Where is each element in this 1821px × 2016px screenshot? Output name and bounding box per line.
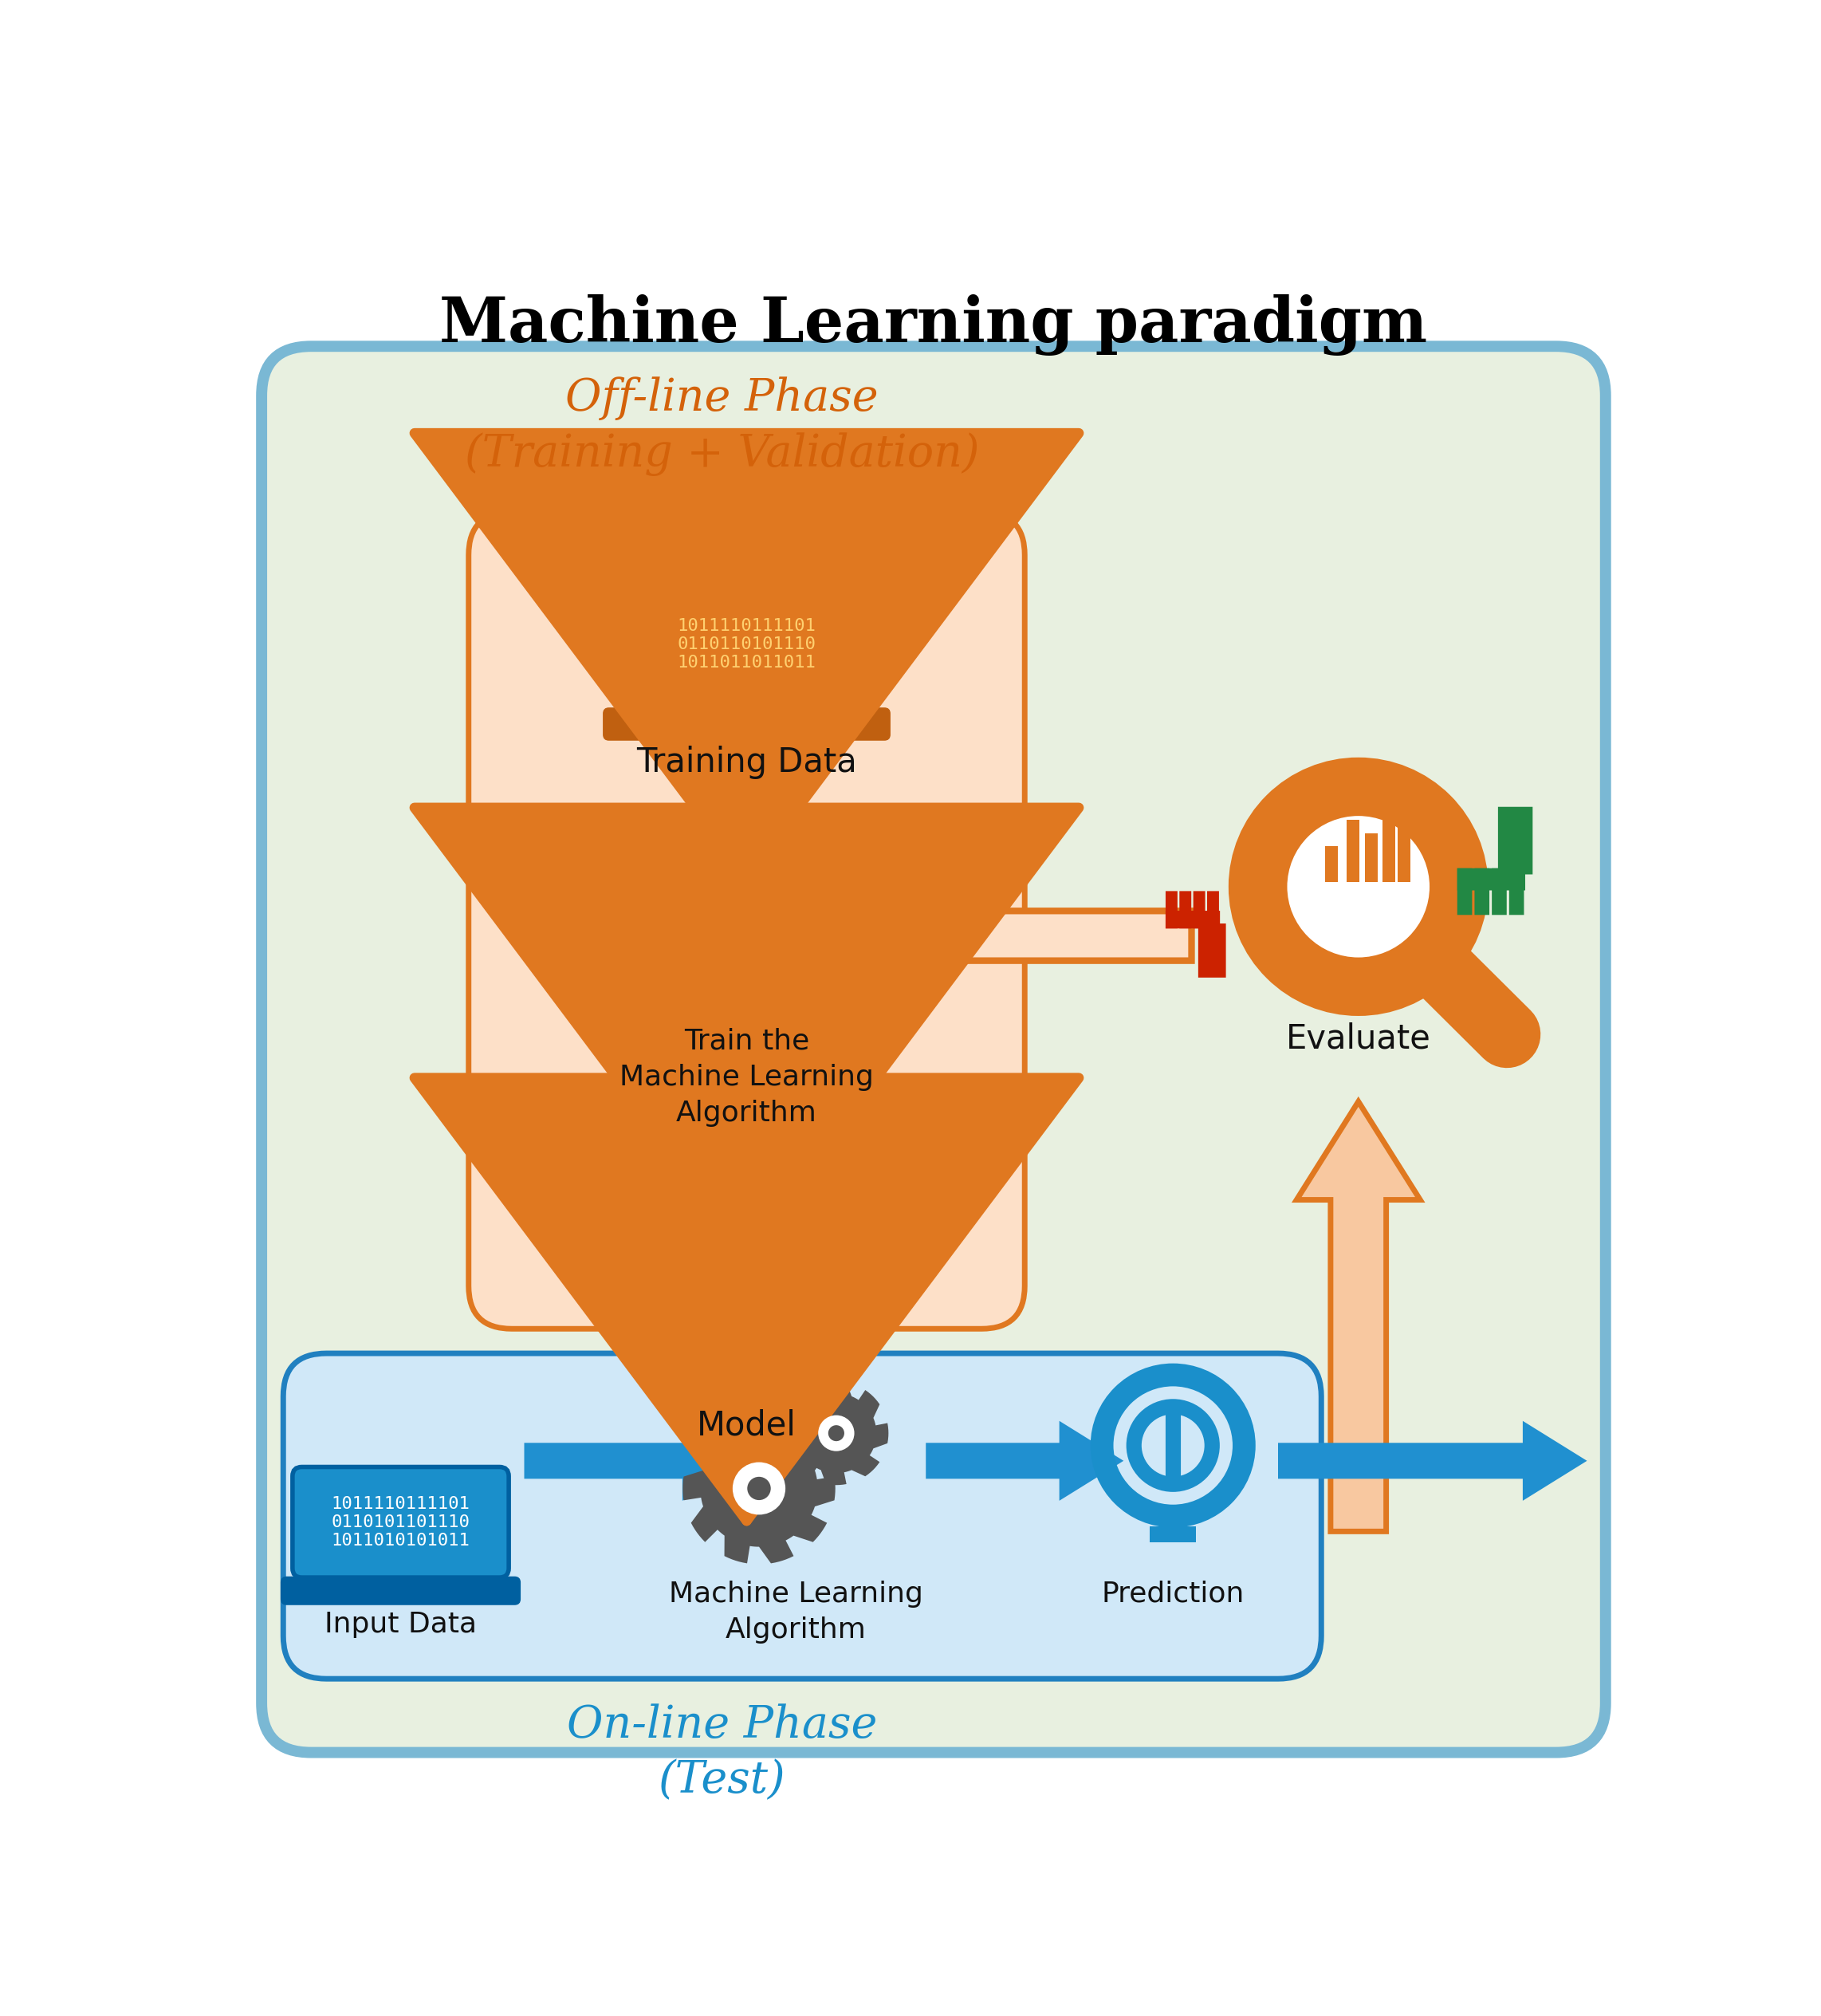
Polygon shape <box>785 1381 889 1486</box>
FancyBboxPatch shape <box>293 1468 508 1577</box>
FancyBboxPatch shape <box>625 587 869 702</box>
Bar <box>1366 833 1378 881</box>
FancyBboxPatch shape <box>1165 891 1178 929</box>
Polygon shape <box>679 1220 869 1268</box>
FancyBboxPatch shape <box>300 1474 501 1570</box>
FancyBboxPatch shape <box>1499 806 1533 875</box>
FancyBboxPatch shape <box>1193 891 1206 929</box>
Circle shape <box>1287 816 1429 958</box>
FancyBboxPatch shape <box>605 708 889 740</box>
FancyBboxPatch shape <box>1165 911 1220 929</box>
Circle shape <box>701 845 750 893</box>
FancyBboxPatch shape <box>284 1353 1322 1679</box>
Bar <box>1382 806 1395 881</box>
Text: Train the
Machine Learning
Algorithm: Train the Machine Learning Algorithm <box>619 1028 874 1127</box>
Polygon shape <box>1278 1421 1586 1500</box>
Polygon shape <box>524 1421 747 1500</box>
Text: Machine Learning
Algorithm: Machine Learning Algorithm <box>668 1581 923 1643</box>
Polygon shape <box>814 1220 869 1403</box>
FancyBboxPatch shape <box>1457 869 1526 891</box>
FancyBboxPatch shape <box>468 512 1025 1329</box>
Polygon shape <box>834 881 1191 992</box>
FancyBboxPatch shape <box>617 581 876 708</box>
Polygon shape <box>679 1268 814 1403</box>
Polygon shape <box>683 1413 836 1562</box>
FancyBboxPatch shape <box>282 1577 519 1605</box>
Text: Prediction: Prediction <box>1102 1581 1244 1607</box>
Bar <box>1346 821 1358 881</box>
FancyBboxPatch shape <box>1180 891 1191 929</box>
Text: Machine Learning paradigm: Machine Learning paradigm <box>439 294 1428 355</box>
FancyBboxPatch shape <box>1198 923 1226 978</box>
FancyBboxPatch shape <box>1491 869 1506 915</box>
Text: Training Data: Training Data <box>636 746 858 778</box>
Text: 1011110111101
0110110101110
1011011011011: 1011110111101 0110110101110 101101101101… <box>677 617 816 671</box>
Text: Off-line Phase
(Training + Validation): Off-line Phase (Training + Validation) <box>464 377 980 476</box>
Text: Model: Model <box>697 1409 796 1441</box>
Polygon shape <box>1297 1101 1420 1532</box>
Text: 1011110111101
0110101101110
1011010101011: 1011110111101 0110101101110 101101010101… <box>331 1496 470 1548</box>
FancyBboxPatch shape <box>1457 869 1471 915</box>
Circle shape <box>732 1462 785 1514</box>
Bar <box>1149 1526 1196 1542</box>
Circle shape <box>829 1425 845 1441</box>
FancyBboxPatch shape <box>1510 869 1524 915</box>
Circle shape <box>818 1415 854 1452</box>
Bar <box>1149 1506 1196 1520</box>
Text: Evaluate: Evaluate <box>1286 1022 1431 1054</box>
Text: Input Data: Input Data <box>324 1611 477 1639</box>
Bar <box>1324 847 1338 881</box>
Bar <box>1399 825 1411 881</box>
FancyBboxPatch shape <box>1207 891 1218 929</box>
FancyBboxPatch shape <box>262 347 1606 1752</box>
Polygon shape <box>925 1421 1124 1500</box>
Text: On-line Phase
(Test): On-line Phase (Test) <box>566 1704 878 1802</box>
Circle shape <box>747 1478 770 1500</box>
Polygon shape <box>699 901 754 950</box>
FancyBboxPatch shape <box>739 889 814 950</box>
FancyBboxPatch shape <box>1475 869 1490 915</box>
